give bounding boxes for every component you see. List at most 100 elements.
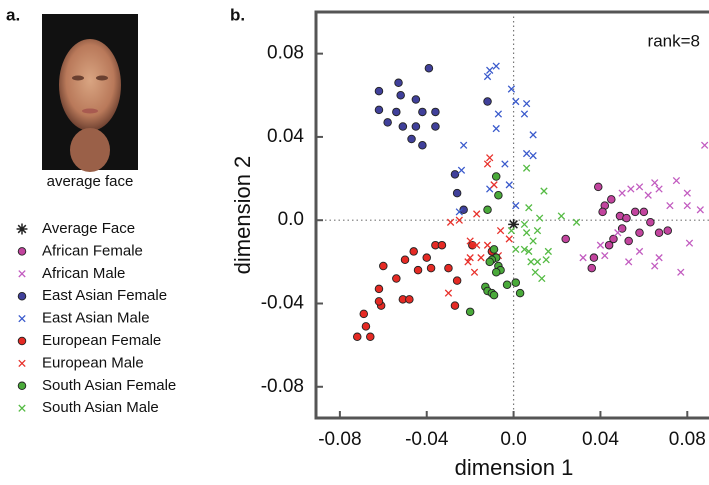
axes: -0.08 -0.04 0.0 0.04 0.08 -0.08 -0.04 0.0 0.04 0.…	[261, 10, 709, 450]
point	[452, 188, 462, 198]
x-axis-label: dimension 1	[455, 455, 574, 480]
point	[508, 218, 520, 230]
point	[507, 226, 516, 235]
point	[361, 322, 371, 331]
point	[622, 213, 631, 223]
point	[507, 85, 516, 93]
legend-label: Average Face	[42, 220, 135, 237]
point	[535, 214, 544, 222]
point	[450, 170, 460, 179]
point	[542, 256, 550, 264]
point	[398, 122, 408, 131]
point	[409, 247, 418, 256]
point	[609, 234, 618, 244]
point	[540, 187, 548, 195]
legend-label: East Asian Male	[42, 310, 150, 327]
legend-symbol	[18, 314, 26, 323]
point	[700, 141, 709, 149]
point	[520, 110, 529, 118]
point	[502, 280, 512, 289]
point	[459, 141, 468, 149]
point	[444, 289, 453, 297]
point	[594, 182, 603, 192]
legend-label: European Male	[42, 354, 144, 371]
point	[437, 240, 447, 250]
point	[483, 97, 492, 106]
point	[587, 263, 597, 273]
point	[596, 241, 605, 249]
y-tick-label: 0.0	[278, 209, 304, 230]
point	[411, 122, 421, 131]
legend-symbol	[18, 359, 26, 368]
point	[511, 278, 521, 287]
point	[601, 251, 609, 260]
point	[496, 226, 505, 235]
point	[635, 228, 644, 237]
x-tick-label: -0.04	[405, 429, 449, 450]
legend-symbol	[17, 336, 27, 346]
point	[505, 181, 513, 189]
point	[646, 218, 655, 227]
legend-symbol	[17, 247, 27, 256]
legend-label: African Male	[42, 265, 125, 282]
point	[598, 207, 607, 217]
legend-symbol	[17, 381, 27, 391]
point	[604, 240, 614, 250]
point	[635, 247, 644, 256]
x-tick-label: -0.08	[318, 429, 361, 450]
point	[529, 152, 537, 160]
legend-symbol	[18, 270, 26, 278]
point	[413, 265, 423, 275]
point	[505, 235, 513, 243]
point	[452, 276, 462, 285]
point	[651, 179, 659, 187]
point	[572, 218, 581, 226]
legend-symbol	[16, 223, 28, 235]
point	[635, 183, 644, 191]
point	[418, 141, 427, 150]
point	[533, 258, 542, 266]
point	[683, 189, 691, 197]
point	[663, 226, 672, 235]
axis-frame	[314, 10, 709, 420]
point	[494, 190, 503, 200]
point	[379, 261, 388, 271]
point	[396, 91, 405, 100]
point	[666, 201, 674, 210]
point	[531, 268, 539, 276]
point	[544, 247, 552, 256]
point	[431, 107, 440, 117]
point	[501, 160, 509, 168]
point	[470, 268, 479, 276]
point	[392, 107, 401, 117]
point	[685, 239, 694, 247]
point	[607, 195, 616, 204]
x-tick-label: 0.0	[500, 429, 526, 450]
y-axis-label: dimension 2	[230, 156, 255, 275]
point	[561, 234, 570, 244]
point	[525, 247, 533, 256]
point	[450, 301, 460, 310]
legend-label: African Female	[42, 242, 143, 259]
point	[459, 205, 468, 215]
point	[489, 290, 499, 300]
point	[512, 245, 520, 254]
point	[483, 72, 492, 81]
legend-label: East Asian Female	[42, 287, 167, 304]
point	[455, 208, 463, 216]
x-tick-label: 0.04	[582, 429, 619, 450]
point	[366, 332, 375, 342]
legend-label: South Asian Female	[42, 377, 176, 394]
y-tick-label: 0.08	[267, 43, 304, 64]
point	[473, 210, 481, 218]
legend-label: European Female	[42, 332, 161, 349]
point	[431, 122, 440, 131]
point	[677, 268, 685, 276]
point	[492, 62, 500, 70]
point	[672, 176, 681, 185]
legend-label: South Asian Male	[42, 399, 159, 416]
point	[455, 216, 463, 224]
point	[655, 185, 663, 193]
point	[639, 207, 649, 217]
point	[359, 309, 369, 319]
